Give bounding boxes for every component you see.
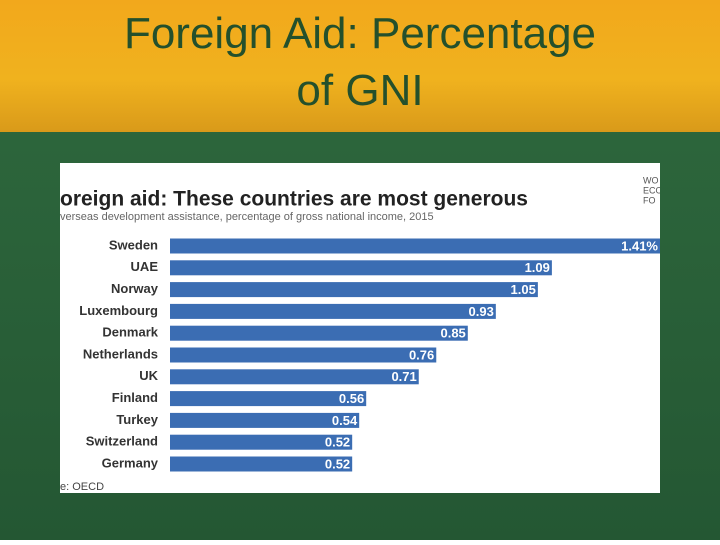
header-band [0, 0, 720, 132]
y-tick-label: Luxembourg [79, 303, 158, 318]
y-tick-label: Norway [111, 281, 159, 296]
bar [170, 412, 360, 428]
slide-title: Foreign Aid: Percentage of GNI [124, 9, 596, 115]
y-tick-label: UK [139, 368, 158, 383]
data-label: 0.71 [391, 369, 416, 384]
data-label: 1.05 [511, 282, 536, 297]
chart-title: oreign aid: These countries are most gen… [60, 188, 528, 211]
bar [170, 325, 468, 341]
logo-text: FO [643, 195, 656, 205]
bar [170, 282, 538, 298]
y-tick-label: UAE [131, 259, 159, 274]
data-label: 0.56 [339, 391, 364, 406]
bar [170, 369, 419, 385]
y-tick-label: Denmark [102, 325, 158, 340]
bar [170, 260, 552, 276]
y-tick-label: Sweden [109, 237, 158, 252]
y-tick-label: Germany [102, 455, 159, 470]
data-label: 0.76 [409, 347, 434, 362]
data-label: 0.52 [325, 435, 350, 450]
bar [170, 238, 660, 254]
data-label: 0.52 [325, 456, 350, 471]
bar [170, 347, 437, 363]
logo-text: ECON [643, 185, 669, 195]
data-label: 0.93 [469, 304, 494, 319]
bar [170, 456, 353, 472]
data-label: 1.09 [525, 260, 550, 275]
y-tick-label: Switzerland [86, 434, 158, 449]
logo-text: WO [643, 175, 659, 185]
chart-source: e: OECD [60, 481, 104, 493]
bar [170, 434, 353, 450]
chart-subtitle: verseas development assistance, percenta… [60, 211, 434, 223]
data-label: 1.41% [621, 238, 658, 253]
bar [170, 391, 367, 407]
chart: oreign aid: These countries are most gen… [60, 175, 669, 493]
y-tick-label: Netherlands [83, 346, 158, 361]
y-tick-label: Turkey [116, 412, 158, 427]
data-label: 0.85 [440, 326, 465, 341]
bar [170, 303, 496, 319]
y-tick-label: Finland [112, 390, 158, 405]
data-label: 0.54 [332, 413, 358, 428]
